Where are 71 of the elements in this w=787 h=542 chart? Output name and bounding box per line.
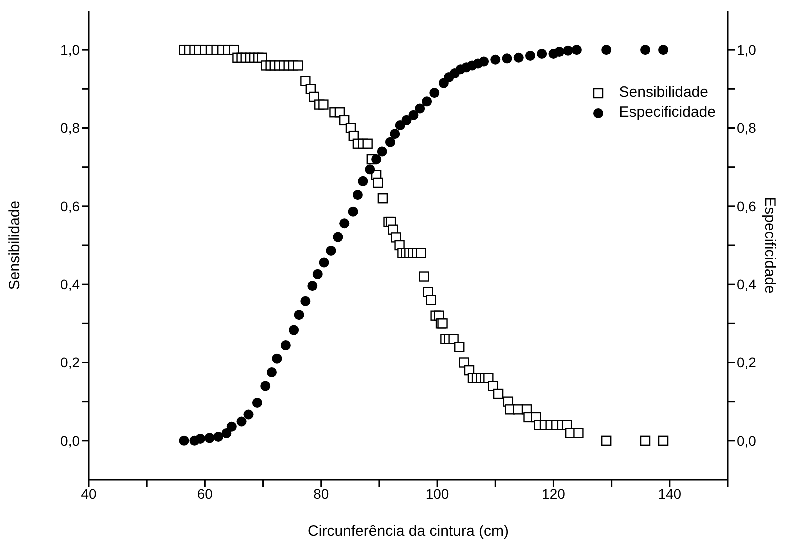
- point: [430, 88, 440, 98]
- point: [214, 432, 224, 442]
- point: [408, 110, 419, 120]
- point: [348, 206, 358, 217]
- point: [236, 416, 247, 427]
- x-tick-label: 80: [314, 486, 330, 502]
- x-tick-label: 40: [81, 486, 97, 502]
- point: [260, 381, 271, 392]
- y-tick-label: 0,6: [60, 198, 80, 214]
- x-tick-label: 120: [542, 486, 566, 502]
- point: [502, 54, 512, 64]
- point: [308, 281, 318, 292]
- point: [312, 269, 323, 280]
- point: [554, 47, 565, 58]
- point: [358, 176, 368, 186]
- point: [640, 45, 651, 56]
- y-tick-label: 0,0: [60, 432, 80, 449]
- point: [377, 146, 388, 157]
- point: [352, 190, 363, 200]
- point: [658, 45, 669, 56]
- x-tick-label: 140: [658, 486, 682, 502]
- point: [385, 137, 396, 148]
- point: [272, 354, 282, 364]
- point: [514, 52, 524, 63]
- point: [602, 45, 612, 56]
- y2-tick-label: 0,4: [737, 276, 757, 293]
- point: [525, 50, 536, 61]
- y-axis-title: Sensibilidade: [6, 200, 24, 290]
- y-tick-label: 0,2: [60, 354, 80, 371]
- point: [300, 296, 311, 306]
- point: [422, 96, 432, 107]
- x-axis-title: Circunferência da cintura (cm): [308, 523, 509, 540]
- point: [390, 129, 400, 140]
- y-tick-label: 1,0: [60, 42, 80, 58]
- point: [537, 48, 548, 59]
- point: [289, 325, 300, 336]
- point: [479, 56, 490, 67]
- point: [294, 310, 304, 320]
- point: [179, 436, 190, 446]
- y-tick-label: 0,4: [60, 276, 80, 293]
- y2-tick-label: 0,2: [737, 354, 757, 371]
- point: [326, 246, 336, 256]
- point: [266, 368, 277, 378]
- y2-axis-title: Especificidade: [762, 197, 779, 294]
- x-tick-label: 60: [197, 486, 214, 502]
- x-tick-label: 100: [426, 486, 450, 502]
- point: [490, 54, 501, 65]
- y-tick-label: 0,8: [60, 120, 80, 136]
- point: [415, 104, 426, 114]
- point: [402, 115, 412, 126]
- point: [226, 422, 237, 432]
- point: [372, 154, 382, 165]
- y2-tick-label: 0,8: [737, 120, 757, 136]
- point: [244, 410, 254, 420]
- point: [252, 398, 262, 408]
- point: [340, 218, 350, 229]
- point: [222, 428, 232, 438]
- legend-label: Sensibilidade: [619, 83, 708, 103]
- y2-tick-label: 1,0: [737, 42, 757, 58]
- point: [572, 45, 582, 56]
- point: [319, 258, 330, 268]
- point: [280, 340, 291, 351]
- point: [333, 232, 344, 242]
- point: [365, 164, 376, 175]
- legend-label: Especificidade: [619, 103, 716, 123]
- point: [204, 433, 215, 444]
- point: [196, 434, 206, 444]
- y2-tick-label: 0,6: [737, 198, 757, 214]
- point: [563, 46, 574, 56]
- y2-tick-label: 0,0: [737, 432, 757, 449]
- point: [395, 120, 406, 131]
